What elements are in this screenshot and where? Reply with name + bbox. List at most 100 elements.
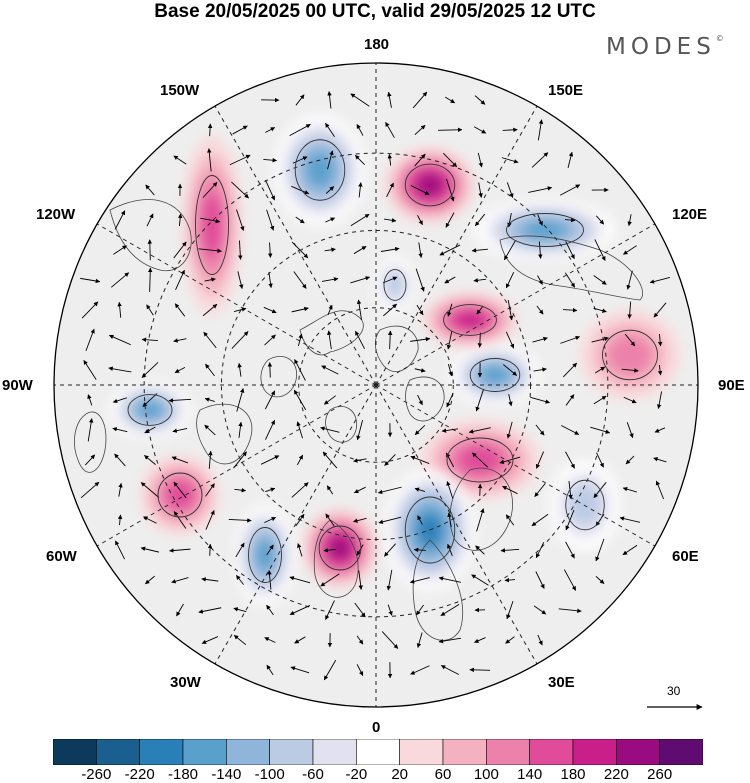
wind-vector: [531, 513, 549, 527]
colorbar-cell: [616, 739, 660, 765]
lon-label-150e: 150E: [548, 82, 584, 99]
lon-label-120e: 120E: [672, 206, 708, 223]
wind-vector: [321, 365, 339, 375]
wind-vector: [118, 482, 123, 497]
wind-vector: [471, 574, 489, 586]
wind-vector: [536, 305, 544, 315]
blue-blob-120e-shade: [524, 221, 566, 239]
wind-vector: [353, 245, 367, 255]
lon-label-30w: 30W: [170, 674, 201, 691]
blue-blob-50e-outer-contour: [565, 479, 605, 531]
wind-vector: [350, 276, 371, 284]
wind-vector: [321, 277, 339, 282]
colorbar-tick-label: 20: [391, 766, 408, 783]
wind-vector: [355, 155, 365, 165]
wind-vector: [591, 336, 609, 343]
wind-vector: [410, 665, 430, 675]
wind-vector: [384, 543, 396, 557]
wind-vector: [172, 428, 188, 433]
wind-vector: [173, 241, 187, 259]
wind-vector: [594, 366, 606, 374]
lon-label-120w: 120W: [36, 206, 76, 223]
wind-vector: [562, 362, 578, 378]
wind-vector: [208, 450, 213, 469]
wind-vector: [565, 451, 575, 469]
colorbar-cell: [53, 739, 97, 765]
colorbar-cell: [139, 739, 184, 765]
wind-vector: [385, 121, 395, 138]
wind-vector: [442, 152, 458, 168]
wind-vector: [558, 608, 582, 614]
wind-vector: [291, 241, 309, 259]
wind-vector: [356, 635, 364, 645]
wind-vector: [535, 571, 545, 589]
lon-label-90e: 90E: [718, 377, 745, 394]
wind-vector: [416, 632, 423, 648]
colorbar-cell: [442, 739, 487, 765]
wind-vector: [409, 577, 430, 584]
wind-vector: [265, 419, 275, 440]
wind-vector: [207, 543, 213, 556]
wind-vector: [476, 305, 484, 315]
wind-vector: [477, 332, 483, 348]
pink-blob-60w-contour: [157, 472, 203, 518]
graticule: [54, 63, 698, 707]
wind-vector: [203, 331, 217, 349]
wind-vector: [468, 427, 491, 434]
wind-vector: [508, 394, 513, 407]
wind-vector: [565, 241, 575, 260]
wind-vector: [265, 179, 275, 201]
blue-blob-160w-small-shade: [385, 272, 405, 298]
wind-vector: [320, 573, 340, 587]
wind-vector: [563, 307, 578, 313]
wind-vector: [559, 184, 581, 196]
wind-vector: [626, 422, 634, 439]
wind-vector: [469, 667, 491, 673]
blue-blob-165w-contour: [294, 139, 346, 201]
wind-vector: [504, 577, 516, 583]
wind-vector: [386, 569, 393, 591]
wind-vector: [233, 451, 247, 469]
latitude-circle: [143, 152, 609, 618]
wind-vector: [410, 455, 430, 464]
pink-blob-120e-mid-contour: [443, 304, 497, 336]
wind-vector: [416, 304, 424, 316]
pink-blob-80e-outer-shade: [607, 334, 653, 376]
wind-vector: [260, 455, 280, 465]
wind-vector: [198, 607, 222, 614]
wind-vector: [204, 397, 215, 402]
meridian-line: [375, 223, 656, 386]
wind-vector: [291, 306, 309, 313]
wind-vector: [502, 127, 518, 133]
wind-vector: [532, 336, 548, 343]
wind-vector: [83, 359, 97, 380]
latitude-circle: [298, 307, 454, 463]
wind-vector: [440, 665, 459, 675]
wind-vector: [446, 178, 455, 202]
wind-vector: [327, 304, 333, 315]
wind-vector: [263, 306, 277, 314]
colorbar-cell: [572, 739, 617, 765]
wind-vector: [110, 272, 130, 288]
wind-vector: [291, 185, 310, 195]
pink-blob-120e-mid-shade: [455, 311, 485, 329]
wind-vector: [567, 151, 574, 168]
blue-blob-30e-contour: [404, 496, 456, 564]
wind-vector: [233, 607, 247, 613]
wind-vector: [418, 242, 423, 258]
wind-vector: [267, 570, 272, 590]
wind-vector: [266, 664, 274, 676]
wind-vector: [353, 517, 367, 523]
wind-vector: [623, 396, 637, 404]
wind-vector: [471, 452, 489, 468]
wind-vector: [202, 182, 218, 198]
wind-vector: [414, 424, 426, 436]
wind-vector: [381, 631, 399, 649]
wind-vector: [234, 487, 247, 493]
lon-label-0: 0: [372, 719, 381, 736]
wind-vector: [293, 271, 307, 289]
wind-vector: [387, 330, 393, 350]
lon-label-60e: 60E: [672, 548, 699, 565]
wind-vector: [590, 426, 611, 434]
wind-vector: [140, 546, 160, 553]
